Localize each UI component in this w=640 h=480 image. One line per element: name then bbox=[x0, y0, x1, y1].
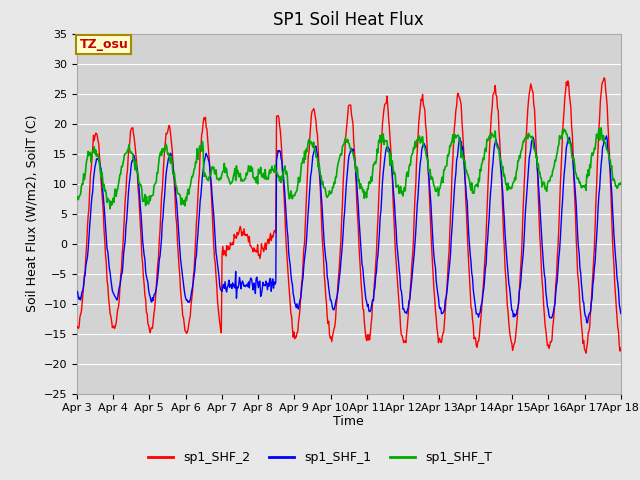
X-axis label: Time: Time bbox=[333, 415, 364, 428]
Legend: sp1_SHF_2, sp1_SHF_1, sp1_SHF_T: sp1_SHF_2, sp1_SHF_1, sp1_SHF_T bbox=[143, 446, 497, 469]
Title: SP1 Soil Heat Flux: SP1 Soil Heat Flux bbox=[273, 11, 424, 29]
Text: TZ_osu: TZ_osu bbox=[79, 38, 128, 51]
Y-axis label: Soil Heat Flux (W/m2), SoilT (C): Soil Heat Flux (W/m2), SoilT (C) bbox=[25, 115, 38, 312]
